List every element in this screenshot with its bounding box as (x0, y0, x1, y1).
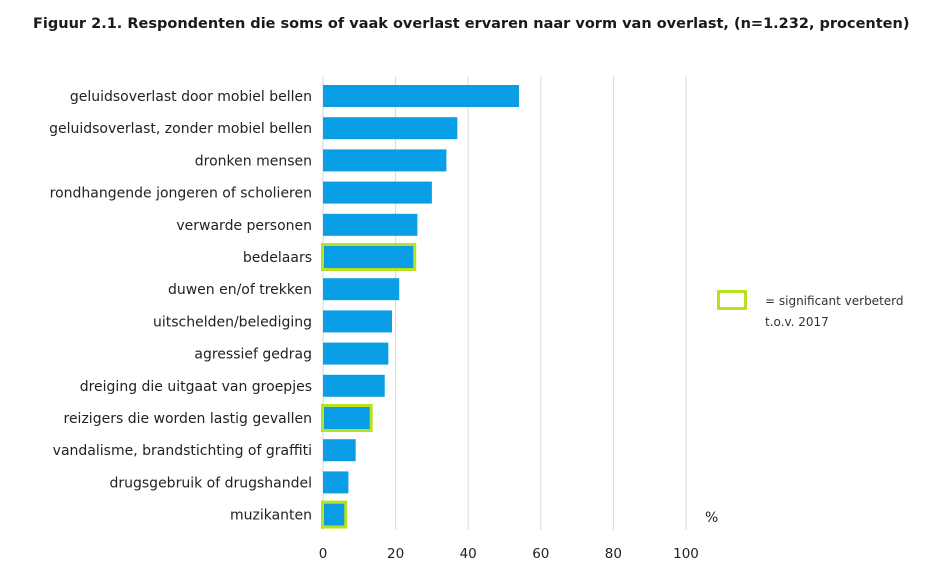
bar (323, 85, 520, 107)
category-label: muzikanten (230, 508, 312, 524)
category-label: geluidsoverlast, zonder mobiel bellen (49, 121, 312, 137)
category-label: uitschelden/belediging (153, 314, 312, 330)
category-label: geluidsoverlast door mobiel bellen (70, 89, 312, 105)
category-label: verwarde personen (176, 218, 312, 234)
category-label: drugsgebruik of drugshandel (109, 475, 312, 491)
legend-line-2: t.o.v. 2017 (765, 315, 829, 329)
category-label: bedelaars (243, 250, 312, 266)
bar (323, 117, 458, 140)
x-tick-label: 80 (605, 546, 622, 562)
legend-line-1: = significant verbeterd (765, 294, 904, 308)
category-labels: geluidsoverlast door mobiel bellen geluid… (49, 89, 312, 524)
bar (323, 149, 447, 172)
significant-highlight (321, 404, 373, 432)
category-label: agressief gedrag (194, 347, 312, 363)
category-label: vandalisme, brandstichting of graffiti (53, 443, 312, 459)
bar (323, 407, 371, 429)
bars (321, 85, 520, 529)
x-tick-label: 40 (460, 546, 477, 562)
category-label: reizigers die worden lastig gevallen (64, 411, 313, 427)
x-tick-label: 0 (319, 546, 328, 562)
axis-unit-label: % (705, 510, 719, 526)
chart-title: Figuur 2.1. Respondenten die soms of vaa… (33, 16, 910, 32)
significant-highlight (321, 500, 348, 529)
significant-highlight (321, 243, 417, 271)
x-tick-label: 100 (673, 546, 699, 562)
gridlines (322, 76, 687, 530)
bar (323, 246, 414, 268)
x-tick-label: 20 (387, 546, 404, 562)
bar (323, 278, 400, 301)
category-label: dronken mensen (195, 153, 312, 169)
bar (323, 439, 356, 462)
bar (323, 181, 432, 204)
x-tick-label: 60 (532, 546, 549, 562)
bar (323, 503, 345, 526)
bar (323, 374, 385, 397)
bar (323, 213, 418, 236)
category-label: rondhangende jongeren of scholieren (50, 186, 312, 202)
legend-highlight-swatch (717, 290, 747, 310)
category-label: duwen en/of trekken (168, 282, 312, 298)
bar (323, 310, 392, 333)
legend-text: = significant verbeterd t.o.v. 2017 (765, 291, 940, 333)
bar (323, 471, 349, 494)
x-axis-ticks: 0 20 40 60 80 100 (319, 546, 699, 562)
category-label: dreiging die uitgaat van groepjes (80, 379, 312, 395)
bar (323, 342, 389, 365)
